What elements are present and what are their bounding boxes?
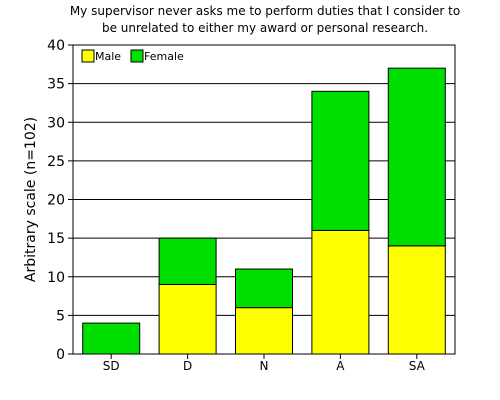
- legend-label-female: Female: [144, 50, 184, 63]
- x-tick-label: D: [183, 359, 192, 373]
- bar-male-a: [311, 229, 370, 355]
- bar-female-sa: [387, 67, 446, 247]
- y-tick-label: 25: [47, 154, 65, 170]
- x-tick-label: N: [260, 359, 269, 373]
- bar-female-a: [311, 90, 370, 231]
- legend-swatch-male: [81, 49, 95, 63]
- y-tick-label: 10: [47, 270, 65, 286]
- plot-frame: [72, 44, 456, 355]
- y-tick-label: 5: [56, 308, 65, 324]
- chart-title-line-2: be unrelated to either my award or perso…: [101, 21, 429, 35]
- bar-male-d: [158, 283, 217, 355]
- y-tick-label: 20: [47, 193, 65, 209]
- x-tick-label: A: [336, 359, 345, 373]
- y-tick-label: 0: [56, 347, 65, 363]
- legend-label-male: Male: [95, 50, 121, 63]
- y-tick-label: 15: [47, 231, 65, 247]
- bar-male-sa: [387, 245, 446, 355]
- bar-female-n: [235, 268, 293, 309]
- y-tick-label: 30: [47, 115, 65, 131]
- x-tick-label: SA: [409, 359, 426, 373]
- y-tick-label: 40: [47, 38, 65, 54]
- bar-male-n: [235, 307, 293, 355]
- legend-swatch-female: [130, 49, 144, 63]
- chart-title-line-1: My supervisor never asks me to perform d…: [69, 4, 461, 18]
- x-tick-label: SD: [103, 359, 120, 373]
- bar-female-d: [158, 237, 217, 285]
- y-axis-label: Arbitrary scale (n=102): [23, 117, 39, 282]
- y-tick-label: 35: [47, 77, 65, 93]
- bar-female-sd: [82, 322, 141, 355]
